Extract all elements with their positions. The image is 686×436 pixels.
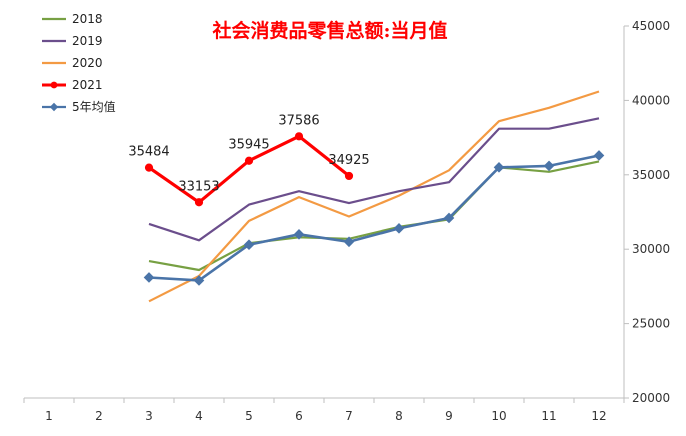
- legend-label: 2018: [72, 12, 103, 26]
- data-label: 33153: [178, 179, 219, 194]
- x-tick-label: 2: [95, 409, 103, 423]
- legend-item-2019: 2019: [42, 34, 103, 48]
- data-point: [193, 275, 205, 286]
- x-tick-label: 8: [395, 409, 403, 423]
- data-point: [294, 132, 304, 141]
- legend-label: 2020: [72, 56, 103, 70]
- x-tick-label: 7: [345, 409, 353, 423]
- data-point: [543, 160, 555, 172]
- series-line: [148, 90, 600, 303]
- data-point: [144, 163, 154, 172]
- x-tick-label: 6: [295, 409, 303, 423]
- data-point: [293, 229, 305, 240]
- series-line: [148, 117, 600, 242]
- y-tick-label: 45000: [632, 19, 670, 33]
- legend-label: 2019: [72, 34, 103, 48]
- x-tick-label: 12: [591, 409, 606, 423]
- data-point: [244, 156, 254, 165]
- y-tick-label: 20000: [632, 391, 670, 405]
- data-point: [493, 162, 505, 173]
- legend-item-2018: 2018: [42, 12, 103, 26]
- y-tick-label: 25000: [632, 317, 670, 331]
- series-2019: [148, 117, 600, 242]
- legend: 2018 2019 2020 2021 5年均值: [42, 12, 116, 114]
- legend-label: 5年均值: [72, 99, 116, 114]
- legend-item-2020: 2020: [42, 56, 103, 70]
- data-label: 37586: [278, 113, 319, 128]
- y-tick-label: 35000: [632, 168, 670, 182]
- legend-item-2021: 2021: [42, 78, 103, 92]
- series-line: [148, 160, 600, 272]
- x-tick-label: 9: [445, 409, 453, 423]
- data-point: [344, 171, 354, 181]
- series-5年均值: [143, 150, 605, 286]
- x-tick-label: 5: [245, 409, 253, 423]
- axes: 1 2 3 4 5 6 7 8 9 10 11 122000025000300003500040000…: [23, 19, 670, 423]
- data-point: [343, 236, 355, 248]
- legend-marker: [50, 81, 58, 89]
- data-point: [593, 150, 605, 161]
- data-labels: 35484 33153 35945 37586 34925: [128, 113, 369, 194]
- series-2021: [144, 132, 354, 207]
- y-tick-label: 30000: [632, 242, 670, 256]
- legend-marker: [49, 102, 59, 112]
- legend-item-5年均值: 5年均值: [42, 99, 116, 114]
- series-2018: [148, 160, 600, 272]
- data-label: 35945: [228, 138, 269, 153]
- series-layer: [143, 90, 605, 303]
- x-tick-label: 10: [491, 409, 506, 423]
- data-label: 34925: [328, 153, 369, 168]
- y-tick-label: 40000: [632, 93, 670, 107]
- data-point: [393, 223, 405, 234]
- x-tick-label: 1: [45, 409, 53, 423]
- x-tick-label: 3: [145, 409, 153, 423]
- chart-title: 社会消费品零售总额:当月值: [211, 19, 447, 42]
- data-point: [194, 198, 204, 207]
- data-point: [143, 272, 155, 283]
- x-tick-label: 4: [195, 409, 203, 423]
- series-2020: [148, 90, 600, 303]
- legend-label: 2021: [72, 78, 103, 92]
- data-point: [443, 212, 455, 224]
- x-tick-label: 11: [541, 409, 556, 423]
- series-line: [148, 154, 600, 282]
- data-label: 35484: [128, 145, 169, 160]
- data-point: [243, 239, 255, 251]
